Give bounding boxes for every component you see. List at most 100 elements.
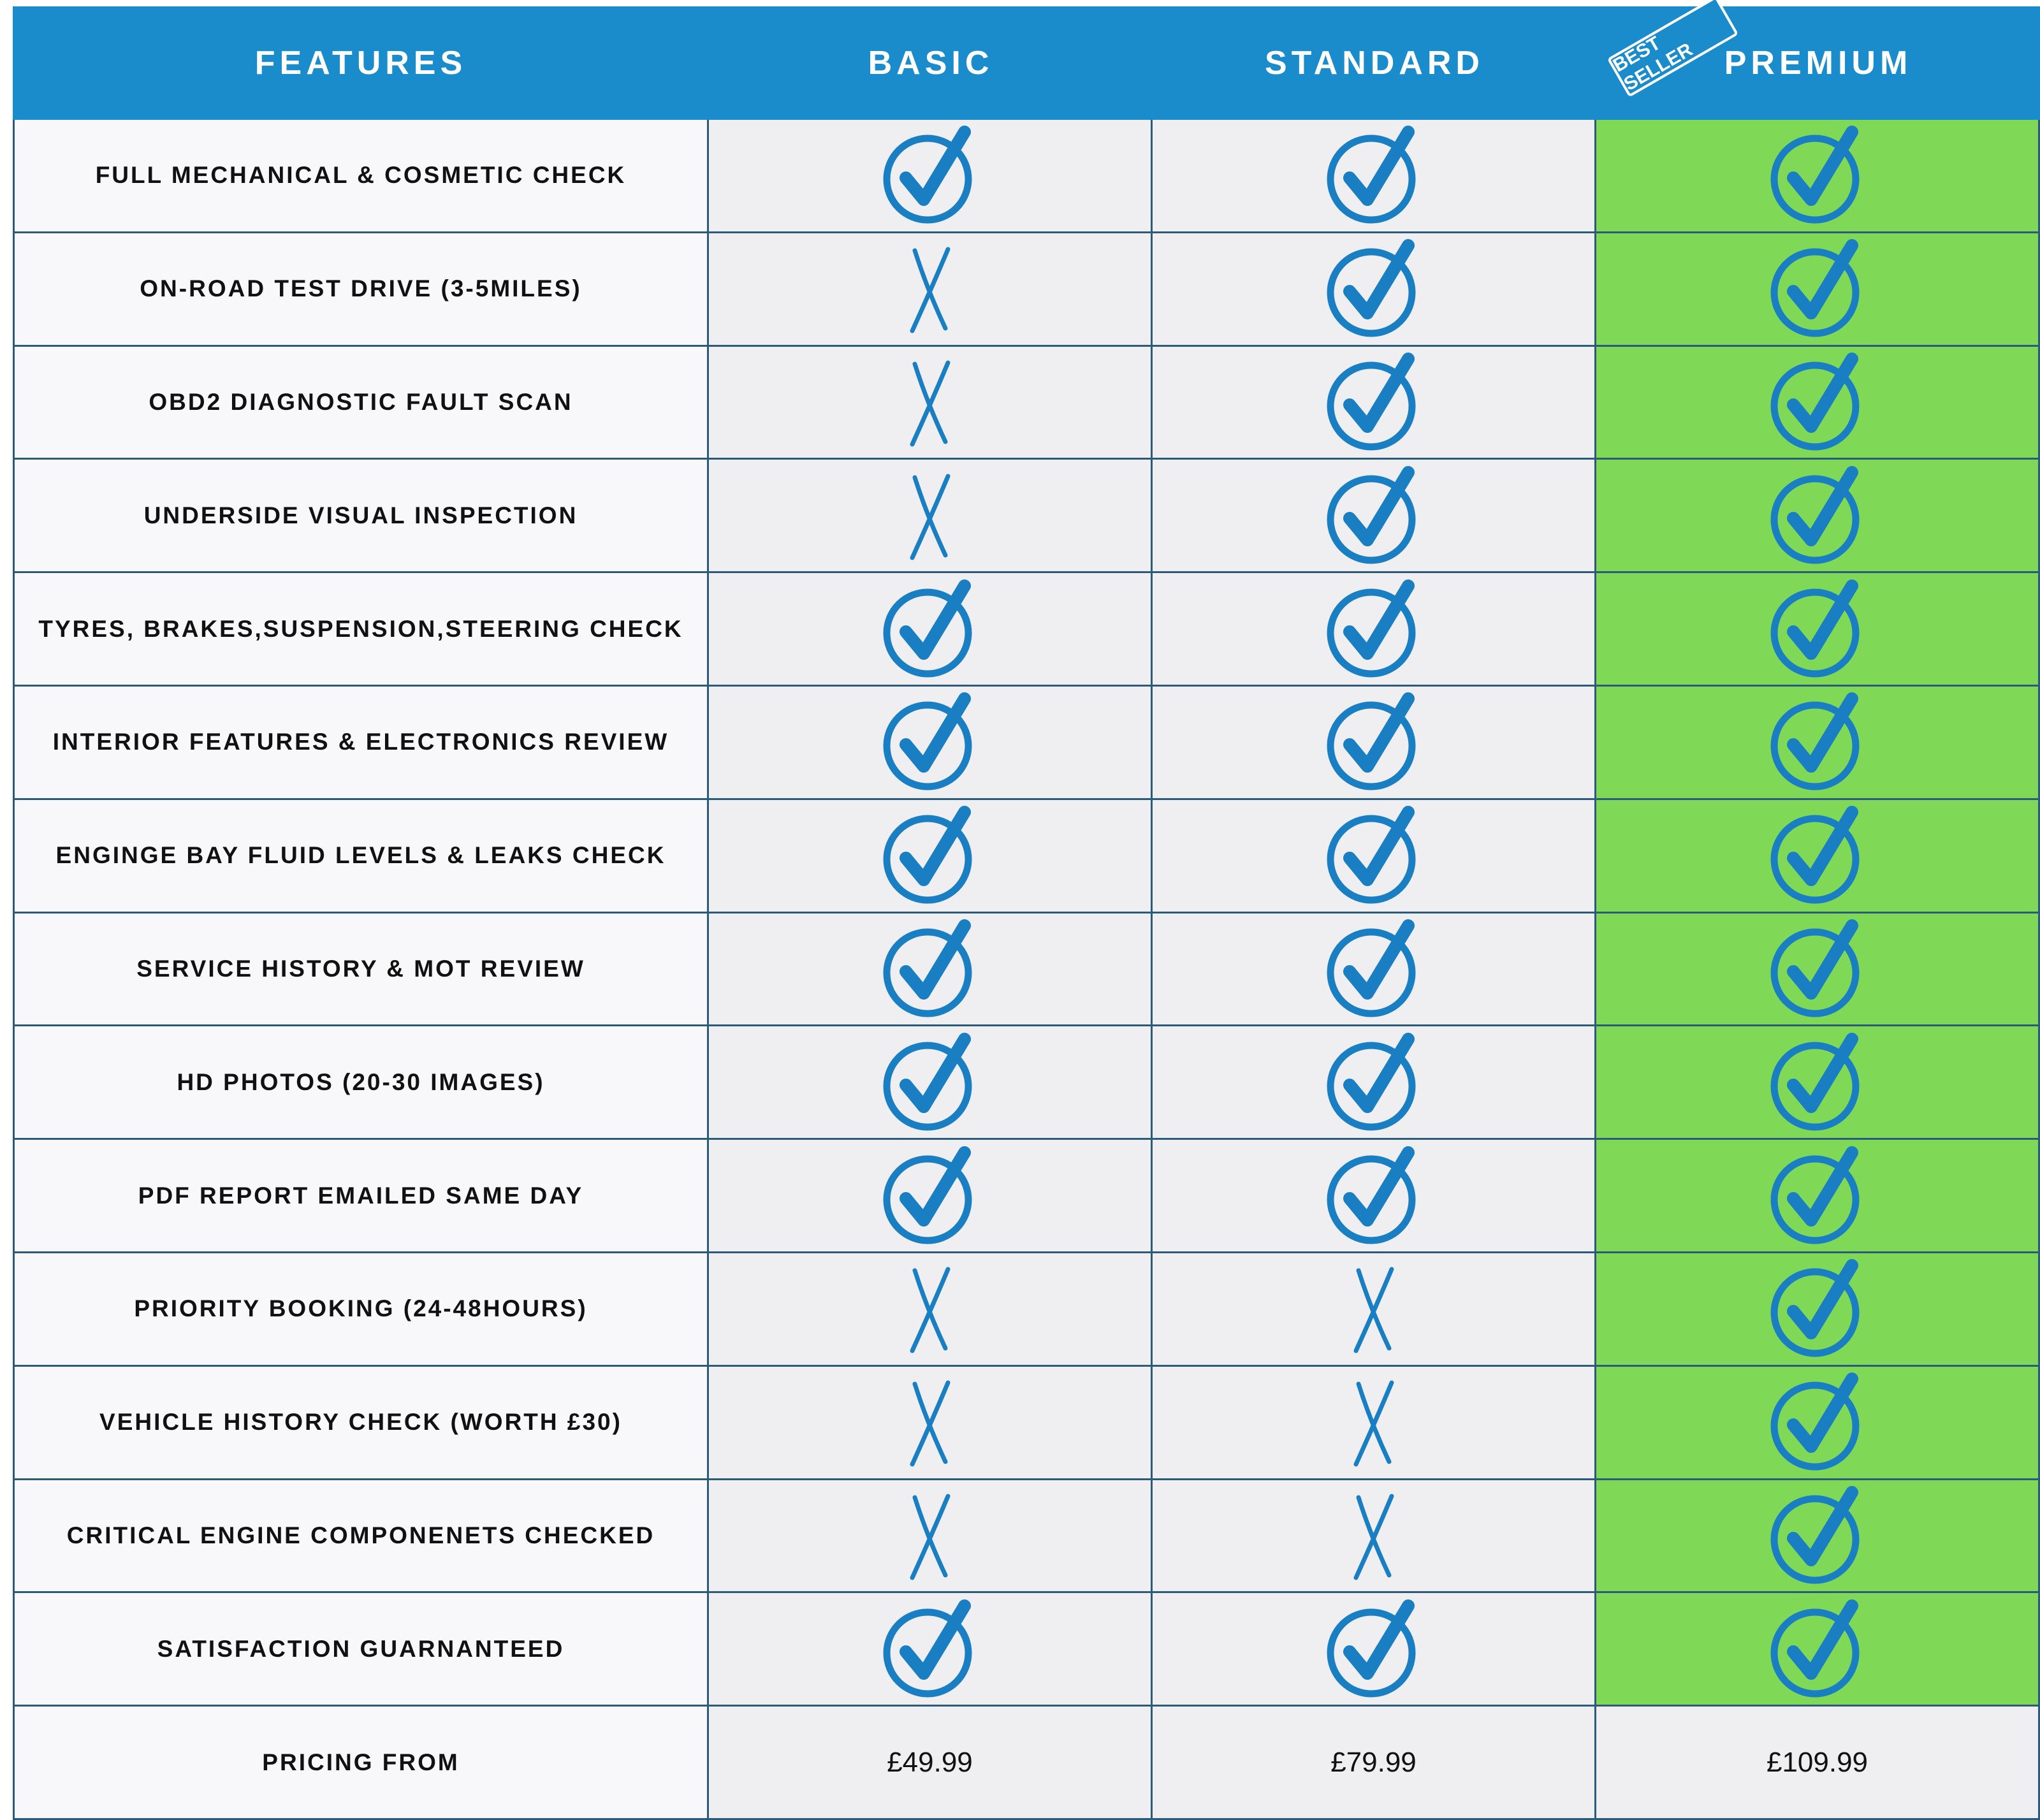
feature-cell (1153, 799, 1596, 914)
feature-name-text: ON-ROAD TEST DRIVE (3-5MILES) (140, 275, 582, 302)
check-tick (899, 806, 971, 887)
check-tick (1786, 1485, 1858, 1566)
feature-name: OBD2 DIAGNOSTIC FAULT SCAN (13, 346, 709, 460)
check-icon (883, 1032, 972, 1131)
cross-strokes (910, 1267, 950, 1353)
check-circle (1770, 1042, 1859, 1131)
check-icon (883, 692, 972, 790)
check-icon (1770, 919, 1859, 1017)
check-tick (1343, 806, 1415, 887)
check-tick (1343, 465, 1415, 546)
feature-cell (1153, 1593, 1596, 1707)
check-circle (1327, 1608, 1415, 1698)
feature-name-text: VEHICLE HISTORY CHECK (WORTH £30) (99, 1409, 622, 1436)
price: £49.99 (709, 1707, 1153, 1820)
check-icon (1327, 579, 1415, 678)
price-text: £109.99 (1766, 1746, 1869, 1778)
column-header-text: STANDARD (1265, 45, 1484, 82)
check-icon (1770, 1032, 1859, 1131)
feature-cell (1596, 913, 2040, 1027)
check-circle (1327, 815, 1415, 904)
check-circle (1327, 475, 1415, 564)
pricing-label-text: PRICING FROM (262, 1749, 460, 1775)
check-circle (1770, 1608, 1859, 1698)
check-tick (1343, 692, 1415, 773)
feature-name: ON-ROAD TEST DRIVE (3-5MILES) (13, 233, 709, 347)
feature-cell (1153, 120, 1596, 233)
feature-cell (1596, 233, 2040, 347)
check-icon (1327, 126, 1415, 224)
feature-cell (1596, 1480, 2040, 1594)
feature-name-text: PRIORITY BOOKING (24-48HOURS) (134, 1295, 588, 1322)
cross-strokes (910, 1380, 950, 1467)
feature-name: CRITICAL ENGINE COMPONENETS CHECKED (13, 1480, 709, 1594)
feature-cell (1153, 1253, 1596, 1367)
column-header: STANDARD (1153, 6, 1596, 120)
feature-name: HD PHOTOS (20-30 IMAGES) (13, 1026, 709, 1140)
check-tick (899, 692, 971, 773)
check-tick (1343, 1599, 1415, 1680)
feature-cell (1596, 687, 2040, 800)
price: £79.99 (1153, 1707, 1596, 1820)
feature-cell (1596, 120, 2040, 233)
check-icon (1770, 1372, 1859, 1471)
cross-icon (910, 360, 950, 447)
price: £109.99 (1596, 1707, 2040, 1820)
check-circle (883, 815, 972, 904)
feature-name-text: CRITICAL ENGINE COMPONENETS CHECKED (66, 1522, 655, 1548)
check-icon (1770, 352, 1859, 451)
feature-name: ENGINGE BAY FLUID LEVELS & LEAKS CHECK (13, 799, 709, 914)
check-circle (883, 928, 972, 1017)
check-circle (1770, 1268, 1859, 1357)
column-header-text: PREMIUM (1724, 45, 1912, 82)
check-tick (1343, 352, 1415, 433)
check-icon (1327, 465, 1415, 564)
check-icon (1770, 1259, 1859, 1357)
feature-cell (1153, 346, 1596, 460)
column-header: BASIC (709, 6, 1153, 120)
column-header: FEATURES (13, 6, 709, 120)
check-icon (1770, 579, 1859, 678)
cross-icon (1353, 1380, 1394, 1467)
feature-cell (709, 687, 1153, 800)
check-icon (883, 919, 972, 1017)
price-text: £49.99 (887, 1746, 973, 1778)
check-circle (1327, 361, 1415, 451)
check-circle (1770, 248, 1859, 337)
check-tick (1786, 1372, 1858, 1453)
feature-cell (1596, 1026, 2040, 1140)
check-icon (1327, 352, 1415, 451)
check-tick (1343, 126, 1415, 207)
feature-cell (709, 1026, 1153, 1140)
check-tick (1786, 465, 1858, 546)
cross-icon (910, 1267, 950, 1353)
check-tick (1343, 239, 1415, 320)
check-tick (1786, 1259, 1858, 1340)
cross-strokes (910, 360, 950, 447)
check-icon (1770, 126, 1859, 224)
feature-cell (1153, 913, 1596, 1027)
column-header-text: BASIC (868, 45, 994, 82)
check-tick (899, 126, 971, 207)
check-circle (883, 701, 972, 790)
check-icon (1770, 1485, 1859, 1584)
cross-strokes (910, 1494, 950, 1580)
check-circle (1770, 1155, 1859, 1244)
check-circle (883, 1155, 972, 1244)
column-header-text: FEATURES (254, 45, 467, 82)
check-circle (1770, 135, 1859, 224)
feature-name-text: ENGINGE BAY FLUID LEVELS & LEAKS CHECK (55, 842, 666, 869)
feature-cell (709, 1140, 1153, 1253)
check-tick (1786, 126, 1858, 207)
feature-cell (709, 233, 1153, 347)
feature-cell (1596, 460, 2040, 574)
cross-icon (1353, 1494, 1394, 1580)
feature-cell (709, 799, 1153, 914)
price-text: £79.99 (1330, 1746, 1417, 1778)
check-circle (1770, 1495, 1859, 1584)
check-icon (1770, 692, 1859, 790)
feature-cell (709, 1366, 1153, 1480)
feature-cell (1153, 460, 1596, 574)
cross-icon (910, 1494, 950, 1580)
feature-cell (1153, 687, 1596, 800)
